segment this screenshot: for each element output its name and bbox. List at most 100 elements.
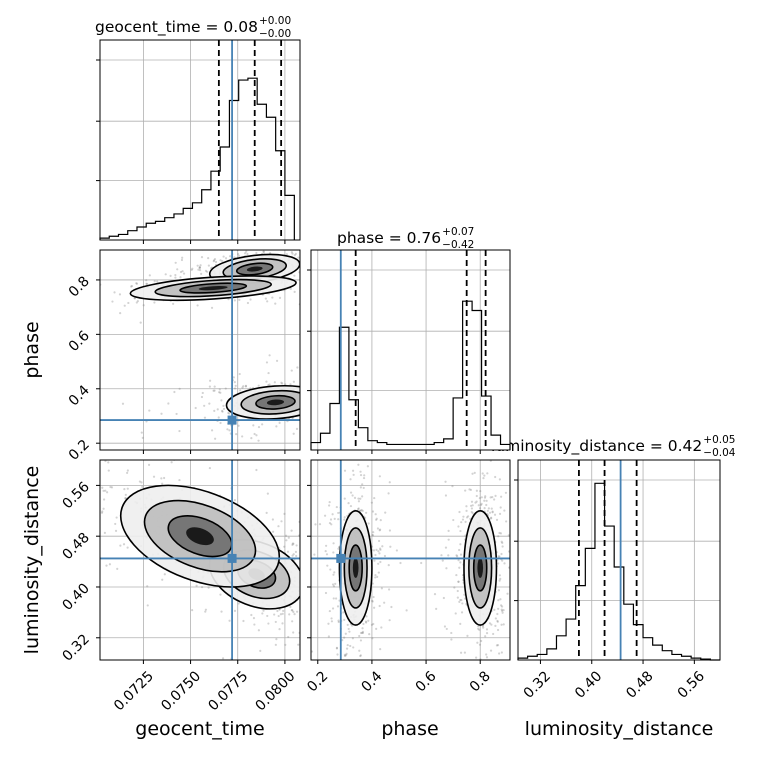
sample-point — [191, 267, 194, 270]
sample-point — [466, 634, 469, 637]
sample-point — [462, 515, 465, 518]
title-upper-geocent_time: +0.00 — [259, 15, 291, 27]
sample-point — [480, 502, 483, 505]
sample-point — [257, 384, 260, 387]
sample-point — [390, 605, 393, 609]
sample-point — [213, 389, 216, 392]
sample-point — [271, 518, 274, 521]
sample-point — [58, 464, 60, 466]
sample-point — [238, 372, 241, 376]
sample-point — [457, 580, 460, 583]
sample-point — [500, 605, 504, 608]
sample-point — [130, 285, 133, 288]
contour-phase-geocent_time-1-3 — [198, 285, 228, 291]
sample-point — [276, 609, 279, 613]
sample-point — [501, 609, 504, 612]
sample-point — [456, 589, 459, 593]
sample-point — [314, 523, 317, 526]
sample-point — [346, 643, 349, 647]
sample-point — [279, 613, 282, 616]
sample-point — [499, 577, 502, 581]
sample-point — [459, 543, 462, 546]
sample-point — [242, 385, 245, 388]
sample-point — [304, 624, 306, 626]
sample-point — [89, 309, 91, 311]
sample-point — [237, 252, 240, 256]
sample-point — [374, 573, 377, 577]
sample-point — [375, 517, 378, 520]
sample-point — [304, 395, 306, 397]
sample-point — [233, 256, 236, 259]
sample-point — [79, 471, 81, 473]
xtick-label-luminosity_distance-0: 0.32 — [521, 668, 554, 701]
sample-point — [388, 619, 391, 622]
sample-point — [220, 399, 223, 402]
sample-point — [241, 435, 244, 438]
sample-point — [135, 282, 138, 285]
sample-point — [267, 622, 270, 625]
sample-point — [332, 585, 336, 588]
sample-point — [330, 617, 333, 620]
sample-point — [306, 387, 308, 389]
sample-point — [180, 258, 184, 262]
sample-point — [497, 555, 500, 558]
sample-point — [278, 421, 281, 425]
sample-point — [213, 385, 216, 388]
sample-point — [266, 300, 269, 303]
sample-point — [308, 554, 310, 556]
sample-point — [443, 625, 447, 628]
sample-point — [507, 534, 510, 537]
sample-point — [116, 567, 119, 570]
sample-point — [250, 436, 253, 440]
sample-point — [459, 561, 462, 564]
sample-point — [377, 550, 380, 553]
sample-point — [496, 619, 499, 623]
sample-point — [343, 618, 346, 621]
sample-point — [195, 584, 198, 587]
sample-point — [372, 531, 375, 534]
sample-point — [459, 598, 462, 602]
sample-point — [32, 275, 34, 277]
sample-point — [289, 287, 292, 290]
sample-point — [302, 622, 304, 624]
sample-point — [376, 527, 380, 530]
sample-point — [257, 425, 261, 429]
sample-point — [264, 297, 267, 300]
sample-point — [500, 623, 503, 626]
sample-point — [170, 461, 173, 464]
sample-point — [214, 437, 217, 440]
xtick-label-geocent_time-1: 0.0750 — [158, 668, 204, 714]
sample-point — [460, 611, 464, 614]
sample-point — [97, 496, 99, 498]
sample-point — [207, 257, 210, 260]
sample-point — [303, 600, 305, 602]
sample-point — [274, 643, 277, 646]
sample-point — [59, 494, 61, 496]
sample-point — [252, 617, 256, 620]
sample-point — [485, 656, 489, 659]
sample-point — [135, 282, 139, 285]
sample-point — [382, 671, 384, 673]
sample-point — [379, 648, 382, 651]
sample-point — [445, 627, 448, 631]
joint-panel-luminosity_distance-vs-geocent_time — [58, 421, 310, 661]
truth-marker-luminosity_distance-geocent_time — [227, 553, 237, 563]
sample-point — [284, 643, 287, 646]
sample-point — [306, 576, 308, 578]
sample-point — [489, 496, 492, 499]
sample-point — [308, 374, 310, 376]
sample-point — [501, 559, 504, 562]
sample-point — [478, 507, 482, 510]
sample-point — [488, 622, 492, 625]
sample-point — [275, 425, 278, 428]
sample-point — [286, 550, 290, 553]
sample-point — [332, 597, 335, 600]
sample-point — [73, 421, 75, 423]
sample-point — [261, 423, 264, 426]
ytick-label-luminosity_distance-2: 0.48 — [59, 530, 92, 563]
sample-point — [494, 673, 496, 675]
sample-point — [107, 469, 110, 472]
sample-point — [331, 697, 333, 699]
sample-point — [305, 566, 307, 568]
sample-point — [343, 469, 347, 472]
